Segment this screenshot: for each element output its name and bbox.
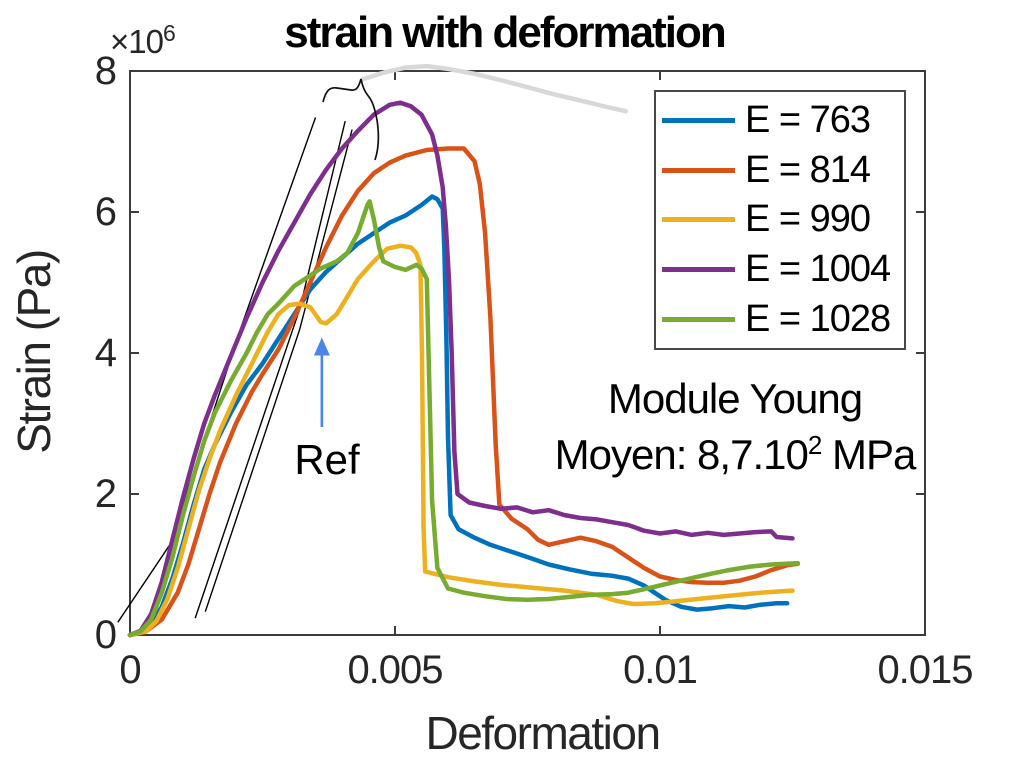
legend: E = 763 E = 814 E = 990 E = 1004 E = 1028	[654, 90, 906, 350]
y-axis-multiplier-exp: 6	[162, 20, 176, 46]
legend-item-1: E = 814	[656, 149, 904, 192]
y-tick-label: 4	[94, 331, 117, 375]
legend-label: E = 763	[745, 98, 871, 141]
legend-item-2: E = 990	[656, 198, 904, 241]
y-tick-label: 6	[94, 190, 117, 234]
x-axis-label: Deformation	[425, 707, 661, 759]
x-tick-label: 0.015	[877, 648, 973, 692]
legend-line-swatch	[662, 267, 735, 273]
module-young-line1: Module Young	[607, 375, 863, 422]
legend-line-swatch	[662, 317, 735, 323]
y-axis-multiplier: ×106	[110, 20, 176, 61]
module-young-line2: Moyen: 8,7.102 MPa	[554, 430, 917, 478]
chart-title: strain with deformation	[284, 8, 726, 57]
y-axis-multiplier-base: ×10	[110, 23, 164, 60]
tangent-line-2	[204, 129, 353, 612]
ref-annotation-label: Ref	[294, 436, 360, 483]
legend-item-0: E = 763	[656, 99, 904, 142]
legend-line-swatch	[662, 167, 735, 173]
x-tick-label: 0	[119, 648, 141, 692]
brace-annotation	[322, 78, 380, 161]
series-line-4	[127, 199, 801, 638]
y-tick-label: 0	[94, 613, 117, 657]
legend-item-4: E = 1028	[656, 298, 904, 341]
series-line-3	[127, 100, 795, 638]
x-tick-label: 0.005	[347, 648, 443, 692]
module-young-annotation: Module Young Moyen: 8,7.102 MPa	[535, 376, 935, 478]
legend-label: E = 990	[745, 198, 871, 241]
legend-label: E = 1004	[745, 248, 891, 291]
legend-item-3: E = 1004	[656, 248, 904, 291]
y-tick-label: 8	[94, 49, 117, 93]
series-line-2	[127, 243, 795, 638]
x-tick-label: 0.01	[623, 648, 698, 692]
legend-line-swatch	[662, 217, 735, 223]
ref-arrow-head	[313, 337, 330, 356]
y-tick-label: 2	[94, 472, 117, 516]
legend-label: E = 1028	[745, 298, 891, 341]
legend-label: E = 814	[745, 148, 871, 191]
legend-line-swatch	[662, 117, 735, 123]
faded-curve	[359, 63, 628, 114]
